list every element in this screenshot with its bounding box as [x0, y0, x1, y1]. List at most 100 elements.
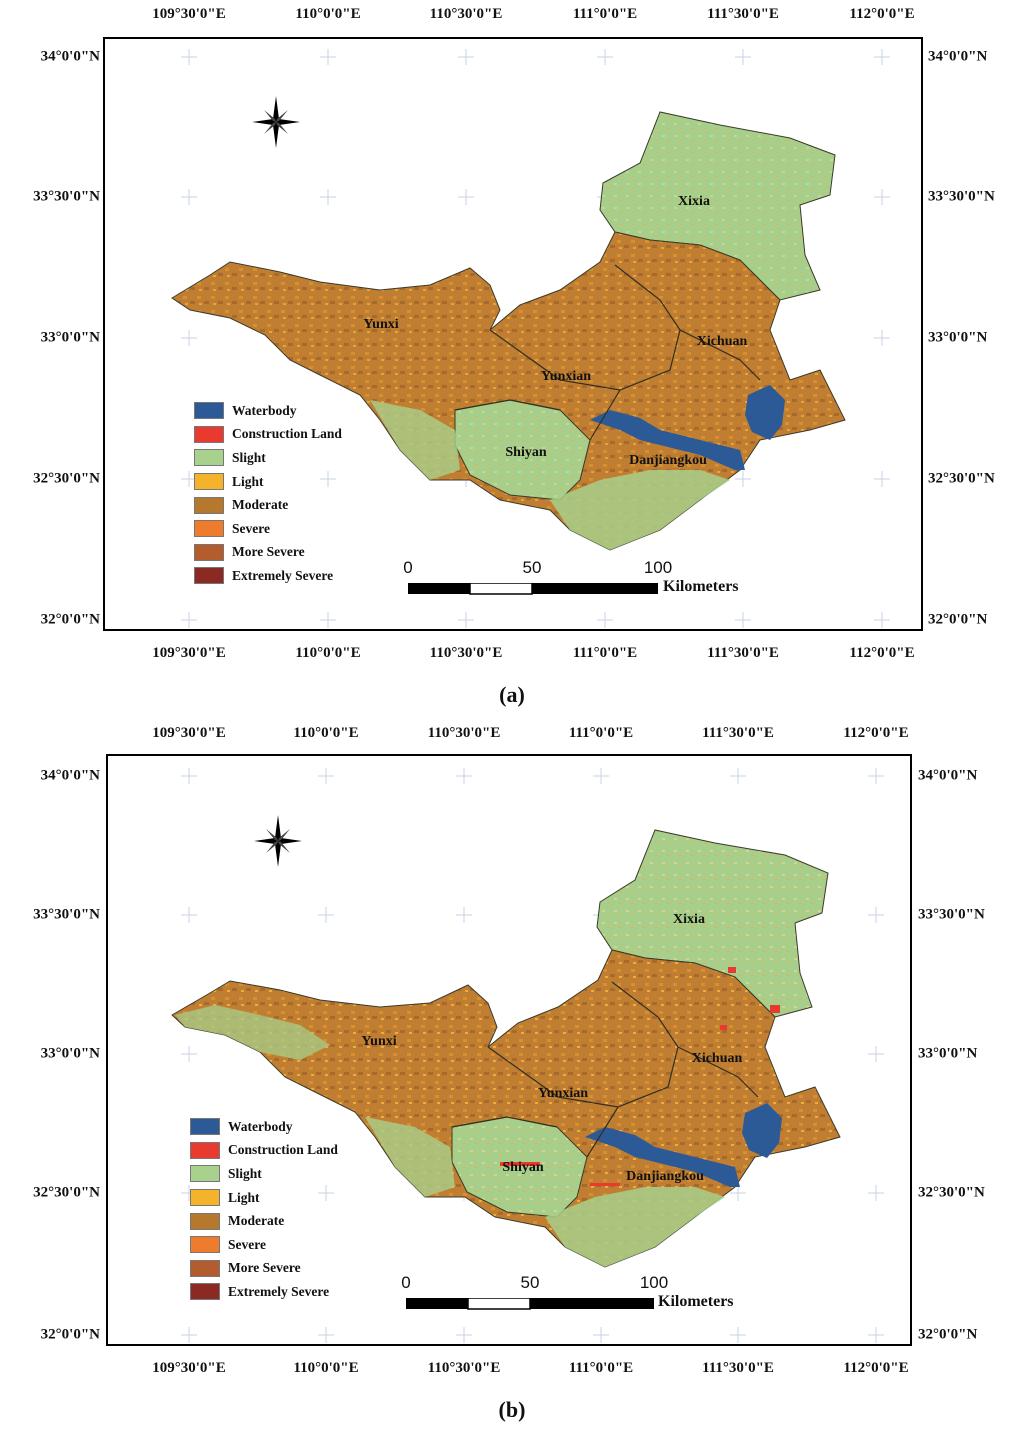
lat-label-left: 32°30'0"N — [33, 470, 100, 487]
legend-swatch — [190, 1165, 220, 1183]
legend-label: Extremely Severe — [228, 1283, 330, 1299]
scale-bar: 0 50 100 Kilometers — [398, 1273, 778, 1313]
place-label: Yunxian — [537, 1086, 589, 1101]
scale-tick-label: 0 — [401, 1273, 411, 1292]
study-region — [171, 111, 846, 551]
lat-label-right: 33°30'0"N — [928, 188, 995, 205]
construction-patches — [500, 967, 780, 1186]
legend-label: Construction Land — [232, 426, 342, 442]
lat-label-left: 32°30'0"N — [33, 1184, 100, 1201]
legend-label: More Severe — [228, 1260, 301, 1276]
legend-swatch — [194, 543, 224, 561]
legend-swatch — [190, 1283, 220, 1301]
lat-label-left: 32°0'0"N — [40, 611, 100, 628]
lon-label-top: 111°30'0"E — [707, 6, 779, 22]
legend-item: Extremely Severe — [194, 564, 342, 588]
lat-label-right: 32°0'0"N — [928, 611, 988, 628]
legend-label: Moderate — [232, 497, 289, 513]
place-label: Yunxi — [363, 317, 399, 332]
legend-label: Slight — [232, 449, 266, 465]
lon-label-top: 110°0'0"E — [293, 725, 359, 741]
lon-label-bottom: 109°30'0"E — [152, 645, 226, 661]
lon-label-bottom: 110°30'0"E — [429, 645, 503, 661]
legend-item: Construction Land — [194, 423, 342, 447]
scale-bar-graphic — [408, 583, 658, 595]
legend-item: Moderate — [190, 1209, 338, 1233]
lon-label-top: 110°30'0"E — [429, 6, 503, 22]
legend-item: More Severe — [190, 1257, 338, 1281]
legend-swatch — [194, 473, 224, 491]
lat-label-right: 33°0'0"N — [918, 1045, 978, 1062]
reservoir-danjiang — [590, 410, 745, 470]
lat-label-left: 33°30'0"N — [33, 906, 100, 923]
legend-swatch — [190, 1141, 220, 1159]
inner-boundary-1 — [451, 981, 759, 1158]
panel-label-b: (b) — [498, 1397, 526, 1422]
legend-item: More Severe — [194, 541, 342, 565]
lat-label-right: 34°0'0"N — [918, 767, 978, 784]
lon-label-bottom: 112°0'0"E — [843, 1360, 909, 1376]
lon-label-bottom: 111°30'0"E — [707, 645, 779, 661]
lon-label-bottom: 110°0'0"E — [295, 645, 361, 661]
legend-swatch — [190, 1189, 220, 1207]
lon-label-top: 110°0'0"E — [295, 6, 361, 22]
lat-label-right: 33°30'0"N — [918, 906, 985, 923]
lat-label-right: 32°30'0"N — [928, 470, 995, 487]
legend-swatch — [194, 567, 224, 585]
legend-item: Construction Land — [190, 1139, 338, 1163]
legend-item: Waterbody — [190, 1115, 338, 1139]
lon-label-top: 111°0'0"E — [572, 6, 638, 22]
lon-label-top: 111°0'0"E — [568, 725, 634, 741]
region-west-green — [365, 1117, 455, 1197]
lat-label-left: 33°0'0"N — [40, 1045, 100, 1062]
legend-item: Extremely Severe — [190, 1280, 338, 1304]
lat-label-left: 33°30'0"N — [33, 188, 100, 205]
map-legend: Waterbody Construction Land Slight Light… — [190, 1115, 338, 1304]
lon-label-bottom: 110°30'0"E — [427, 1360, 501, 1376]
place-label: Yunxian — [540, 369, 592, 384]
lon-label-bottom: 112°0'0"E — [849, 645, 915, 661]
place-label: Shiyan — [502, 1160, 544, 1175]
lat-label-right: 33°0'0"N — [928, 329, 988, 346]
lat-label-right: 34°0'0"N — [928, 48, 988, 65]
map-canvas-a — [103, 37, 923, 631]
legend-item: Waterbody — [194, 399, 342, 423]
legend-label: Light — [228, 1189, 260, 1205]
legend-label: Construction Land — [228, 1142, 338, 1158]
map-legend: Waterbody Construction Land Slight Light… — [194, 399, 342, 588]
legend-label: Extremely Severe — [232, 567, 334, 583]
region-south-green — [550, 470, 730, 550]
scale-tick-label: 100 — [639, 1273, 669, 1292]
map-panel-b: 109°30'0"E 110°0'0"E 110°30'0"E 111°0'0"… — [0, 715, 1024, 1431]
north-arrow-icon — [254, 815, 302, 867]
place-label: Yunxi — [361, 1034, 397, 1049]
legend-label: More Severe — [232, 544, 305, 560]
legend-swatch — [190, 1212, 220, 1230]
lat-label-left: 34°0'0"N — [40, 767, 100, 784]
inner-boundary-1 — [454, 264, 761, 441]
scale-bar-graphic — [406, 1298, 654, 1310]
lon-label-bottom: 111°30'0"E — [702, 1360, 774, 1376]
scale-unit: Kilometers — [658, 1293, 734, 1310]
legend-label: Light — [232, 473, 264, 489]
lon-label-top: 112°0'0"E — [843, 725, 909, 741]
lon-label-top: 109°30'0"E — [152, 725, 226, 741]
legend-swatch — [190, 1259, 220, 1277]
legend-swatch — [194, 520, 224, 538]
map-panel-a: 109°30'0"E 110°0'0"E 110°30'0"E 111°0'0"… — [0, 0, 1024, 715]
place-label: Xichuan — [691, 1051, 743, 1066]
lon-label-top: 109°30'0"E — [152, 6, 226, 22]
scale-unit: Kilometers — [663, 578, 739, 595]
legend-item: Slight — [194, 446, 342, 470]
north-arrow-icon — [252, 96, 300, 148]
reservoir-danjiang — [585, 1127, 740, 1187]
legend-label: Waterbody — [232, 402, 297, 418]
lat-label-left: 33°0'0"N — [40, 329, 100, 346]
lat-label-left: 32°0'0"N — [40, 1326, 100, 1343]
region-west-green — [370, 400, 460, 480]
place-label: Xixia — [678, 194, 710, 209]
place-label: Shiyan — [505, 445, 547, 460]
region-west-green-2 — [175, 1005, 330, 1060]
lat-label-left: 34°0'0"N — [40, 48, 100, 65]
place-label: Xichuan — [696, 334, 748, 349]
